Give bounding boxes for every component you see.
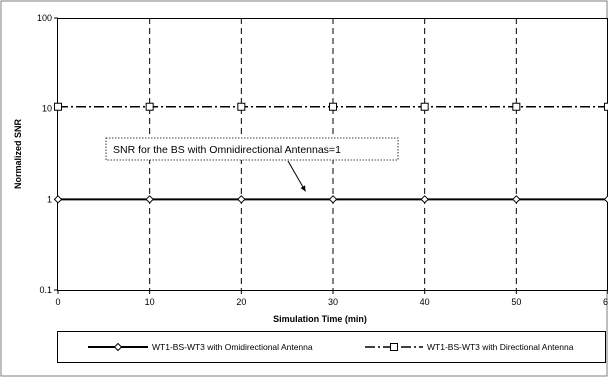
- legend-items: WT1-BS-WT3 with Omidirectional Antenna WT…: [88, 342, 574, 352]
- data-point-square: [604, 102, 608, 111]
- legend-box: [57, 331, 606, 363]
- data-point-square: [420, 102, 429, 111]
- data-point-square: [145, 102, 154, 111]
- y-tick-label: 100: [37, 13, 52, 23]
- data-point-square: [237, 102, 246, 111]
- legend-item-1: WT1-BS-WT3 with Omidirectional Antenna: [88, 342, 313, 352]
- x-tick-label: 10: [145, 297, 155, 307]
- data-point-diamond: [603, 195, 608, 204]
- data-point-square: [54, 102, 62, 111]
- data-point-square: [512, 102, 521, 111]
- annotation-arrow-line: [287, 160, 306, 192]
- legend: WT1-BS-WT3 with Omidirectional Antenna WT…: [57, 331, 606, 363]
- x-tick-label: 50: [511, 297, 521, 307]
- x-tick-label: 20: [236, 297, 246, 307]
- x-tick-label: 40: [420, 297, 430, 307]
- series-2: [54, 102, 608, 111]
- legend-label: WT1-BS-WT3 with Omidirectional Antenna: [152, 342, 313, 352]
- series-1: [53, 195, 608, 204]
- data-point-diamond: [145, 195, 154, 204]
- data-point-diamond: [237, 195, 246, 204]
- x-tick-label: 60: [603, 297, 608, 307]
- annotation-arrow: [287, 160, 306, 192]
- y-tick-label: 0.1: [39, 285, 52, 295]
- data-point-diamond: [113, 342, 123, 352]
- data-point-diamond: [328, 195, 338, 204]
- x-tick-label: 0: [55, 297, 60, 307]
- annotation: SNR for the BS with Omnidirectional Ante…: [105, 137, 399, 192]
- annotation-text: SNR for the BS with Omnidirectional Ante…: [113, 144, 341, 156]
- data-point-diamond: [420, 195, 429, 204]
- y-tick-label: 10: [42, 104, 52, 114]
- series-layer: [53, 102, 608, 204]
- x-axis-ticks: 0 10 20 30 40 50 60: [55, 290, 608, 307]
- y-axis-title: Normalized SNR: [13, 118, 23, 189]
- x-axis-title: Simulation Time (min): [273, 314, 367, 324]
- annotation-arrow-head: [300, 185, 306, 192]
- legend-label: WT1-BS-WT3 with Directional Antenna: [427, 342, 574, 352]
- data-point-square: [329, 102, 337, 111]
- x-tick-label: 30: [328, 297, 338, 307]
- data-point-square: [390, 343, 398, 351]
- y-tick-label: 1: [47, 194, 52, 204]
- annotation-box: [105, 137, 399, 161]
- legend-item-2: WT1-BS-WT3 with Directional Antenna: [365, 342, 574, 352]
- data-point-diamond: [53, 195, 63, 204]
- data-point-diamond: [512, 195, 521, 204]
